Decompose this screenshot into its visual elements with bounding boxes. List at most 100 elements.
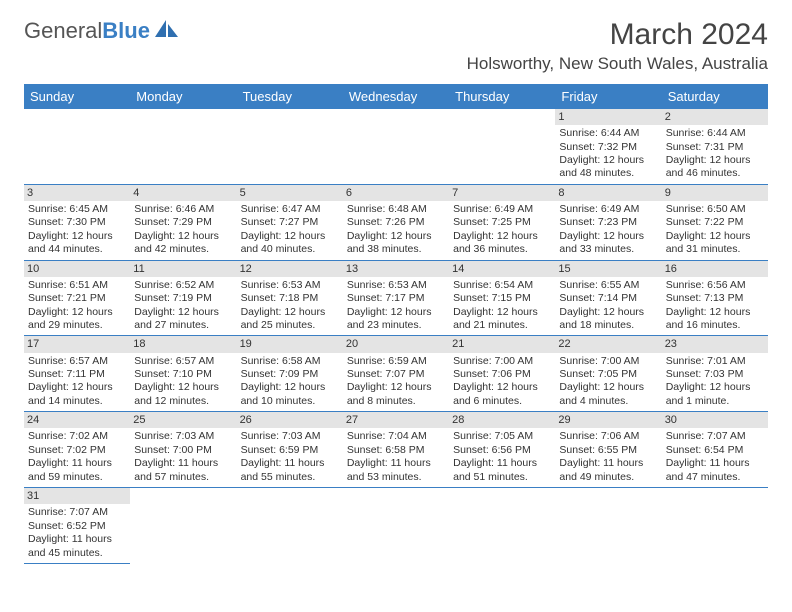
day-header-row: SundayMondayTuesdayWednesdayThursdayFrid…: [24, 84, 768, 109]
day-number: 31: [24, 488, 130, 504]
sunrise-text: Sunrise: 7:01 AM: [666, 355, 764, 368]
day-number: 21: [449, 336, 555, 352]
calendar-cell: 28Sunrise: 7:05 AMSunset: 6:56 PMDayligh…: [449, 412, 555, 488]
daylight-text: Daylight: 11 hours and 59 minutes.: [28, 457, 126, 484]
logo-text: GeneralBlue: [24, 18, 150, 44]
calendar-cell: 26Sunrise: 7:03 AMSunset: 6:59 PMDayligh…: [237, 412, 343, 488]
cell-body: Sunrise: 6:58 AMSunset: 7:09 PMDaylight:…: [241, 354, 339, 409]
day-header: Tuesday: [237, 84, 343, 109]
sunrise-text: Sunrise: 6:52 AM: [134, 279, 232, 292]
calendar-cell: 17Sunrise: 6:57 AMSunset: 7:11 PMDayligh…: [24, 336, 130, 412]
calendar-cell: [343, 488, 449, 564]
sunrise-text: Sunrise: 6:47 AM: [241, 203, 339, 216]
calendar-cell: 20Sunrise: 6:59 AMSunset: 7:07 PMDayligh…: [343, 336, 449, 412]
sunset-text: Sunset: 6:55 PM: [559, 444, 657, 457]
daylight-text: Daylight: 12 hours and 6 minutes.: [453, 381, 551, 408]
sunrise-text: Sunrise: 7:07 AM: [666, 430, 764, 443]
calendar-cell: [130, 109, 236, 184]
cell-body: Sunrise: 7:03 AMSunset: 6:59 PMDaylight:…: [241, 429, 339, 484]
daylight-text: Daylight: 12 hours and 31 minutes.: [666, 230, 764, 257]
sunrise-text: Sunrise: 6:51 AM: [28, 279, 126, 292]
day-number: 15: [555, 261, 661, 277]
calendar-cell: 4Sunrise: 6:46 AMSunset: 7:29 PMDaylight…: [130, 184, 236, 260]
cell-body: Sunrise: 6:47 AMSunset: 7:27 PMDaylight:…: [241, 202, 339, 257]
daylight-text: Daylight: 11 hours and 57 minutes.: [134, 457, 232, 484]
cell-body: Sunrise: 6:46 AMSunset: 7:29 PMDaylight:…: [134, 202, 232, 257]
calendar-cell: 9Sunrise: 6:50 AMSunset: 7:22 PMDaylight…: [662, 184, 768, 260]
logo-word-general: General: [24, 18, 102, 43]
daylight-text: Daylight: 11 hours and 53 minutes.: [347, 457, 445, 484]
cell-body: Sunrise: 6:55 AMSunset: 7:14 PMDaylight:…: [559, 278, 657, 333]
cell-body: Sunrise: 7:01 AMSunset: 7:03 PMDaylight:…: [666, 354, 764, 409]
daylight-text: Daylight: 12 hours and 27 minutes.: [134, 306, 232, 333]
calendar-table: SundayMondayTuesdayWednesdayThursdayFrid…: [24, 84, 768, 564]
calendar-cell: [662, 488, 768, 564]
calendar-cell: 18 Sunrise: 6:57 AMSunset: 7:10 PMDayligh…: [130, 336, 236, 412]
cell-body: Sunrise: 6:51 AMSunset: 7:21 PMDaylight:…: [28, 278, 126, 333]
daylight-text: Daylight: 12 hours and 10 minutes.: [241, 381, 339, 408]
sunrise-text: Sunrise: 6:50 AM: [666, 203, 764, 216]
sunset-text: Sunset: 7:00 PM: [134, 444, 232, 457]
cell-body: Sunrise: 6:59 AMSunset: 7:07 PMDaylight:…: [347, 354, 445, 409]
cell-body: Sunrise: 7:03 AMSunset: 7:00 PMDaylight:…: [134, 429, 232, 484]
calendar-cell: 25Sunrise: 7:03 AMSunset: 7:00 PMDayligh…: [130, 412, 236, 488]
day-number: 13: [343, 261, 449, 277]
daylight-text: Daylight: 12 hours and 1 minute.: [666, 381, 764, 408]
cell-body: Sunrise: 6:49 AMSunset: 7:25 PMDaylight:…: [453, 202, 551, 257]
sunset-text: Sunset: 7:25 PM: [453, 216, 551, 229]
sunrise-text: Sunrise: 6:49 AM: [453, 203, 551, 216]
calendar-body: 1Sunrise: 6:44 AMSunset: 7:32 PMDaylight…: [24, 109, 768, 563]
day-number: 18: [130, 336, 236, 352]
cell-body: Sunrise: 7:00 AMSunset: 7:05 PMDaylight:…: [559, 354, 657, 409]
calendar-cell: [130, 488, 236, 564]
cell-body: Sunrise: 6:45 AMSunset: 7:30 PMDaylight:…: [28, 202, 126, 257]
daylight-text: Daylight: 12 hours and 42 minutes.: [134, 230, 232, 257]
cell-body: Sunrise: 6:57 AMSunset: 7:11 PMDaylight:…: [28, 354, 126, 409]
daylight-text: Daylight: 12 hours and 21 minutes.: [453, 306, 551, 333]
calendar-cell: 16Sunrise: 6:56 AMSunset: 7:13 PMDayligh…: [662, 260, 768, 336]
day-number: 27: [343, 412, 449, 428]
day-number: 4: [130, 185, 236, 201]
calendar-cell: 6Sunrise: 6:48 AMSunset: 7:26 PMDaylight…: [343, 184, 449, 260]
sunset-text: Sunset: 7:32 PM: [559, 141, 657, 154]
sunrise-text: Sunrise: 6:56 AM: [666, 279, 764, 292]
day-number: 14: [449, 261, 555, 277]
sunset-text: Sunset: 7:19 PM: [134, 292, 232, 305]
daylight-text: Daylight: 12 hours and 36 minutes.: [453, 230, 551, 257]
day-header: Wednesday: [343, 84, 449, 109]
day-number: 10: [24, 261, 130, 277]
calendar-cell: 13Sunrise: 6:53 AMSunset: 7:17 PMDayligh…: [343, 260, 449, 336]
cell-body: Sunrise: 6:50 AMSunset: 7:22 PMDaylight:…: [666, 202, 764, 257]
sunrise-text: Sunrise: 7:05 AM: [453, 430, 551, 443]
cell-body: Sunrise: 6:48 AMSunset: 7:26 PMDaylight:…: [347, 202, 445, 257]
day-number: 30: [662, 412, 768, 428]
sunset-text: Sunset: 7:17 PM: [347, 292, 445, 305]
day-number: 19: [237, 336, 343, 352]
calendar-row: 24Sunrise: 7:02 AMSunset: 7:02 PMDayligh…: [24, 412, 768, 488]
calendar-row: 3Sunrise: 6:45 AMSunset: 7:30 PMDaylight…: [24, 184, 768, 260]
calendar-row: 1Sunrise: 6:44 AMSunset: 7:32 PMDaylight…: [24, 109, 768, 184]
logo-word-blue: Blue: [102, 18, 150, 43]
cell-body: Sunrise: 7:07 AMSunset: 6:52 PMDaylight:…: [28, 505, 126, 560]
calendar-cell: 7Sunrise: 6:49 AMSunset: 7:25 PMDaylight…: [449, 184, 555, 260]
sunset-text: Sunset: 6:54 PM: [666, 444, 764, 457]
month-title: March 2024: [467, 18, 768, 52]
sunset-text: Sunset: 7:14 PM: [559, 292, 657, 305]
sail-icon: [154, 19, 180, 44]
sunset-text: Sunset: 6:58 PM: [347, 444, 445, 457]
cell-body: Sunrise: 6:56 AMSunset: 7:13 PMDaylight:…: [666, 278, 764, 333]
sunset-text: Sunset: 7:31 PM: [666, 141, 764, 154]
sunrise-text: Sunrise: 7:00 AM: [559, 355, 657, 368]
sunset-text: Sunset: 7:29 PM: [134, 216, 232, 229]
day-number: 8: [555, 185, 661, 201]
day-number: 11: [130, 261, 236, 277]
day-number: 7: [449, 185, 555, 201]
location-text: Holsworthy, New South Wales, Australia: [467, 54, 768, 74]
daylight-text: Daylight: 11 hours and 49 minutes.: [559, 457, 657, 484]
sunset-text: Sunset: 6:52 PM: [28, 520, 126, 533]
day-number: 3: [24, 185, 130, 201]
sunset-text: Sunset: 7:06 PM: [453, 368, 551, 381]
sunrise-text: Sunrise: 6:49 AM: [559, 203, 657, 216]
cell-body: Sunrise: 6:57 AMSunset: 7:10 PMDaylight:…: [134, 354, 232, 409]
sunrise-text: Sunrise: 7:06 AM: [559, 430, 657, 443]
